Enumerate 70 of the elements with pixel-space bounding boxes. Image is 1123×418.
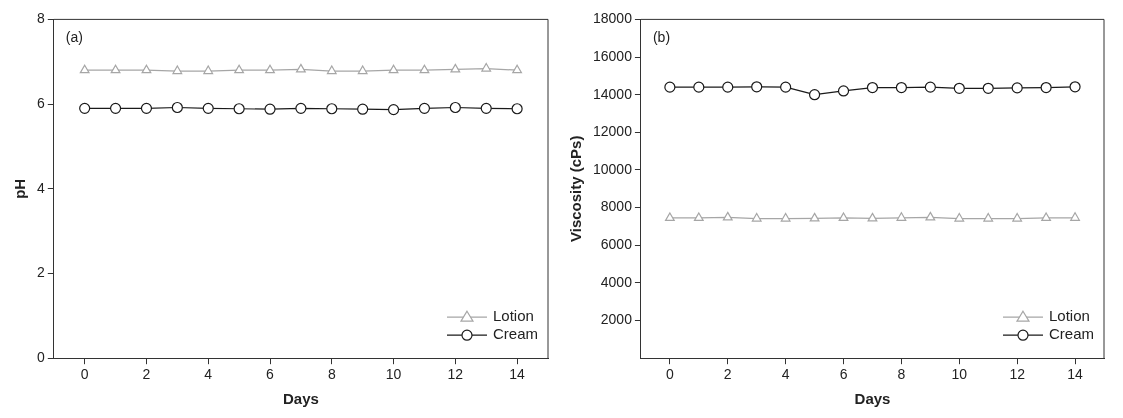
point xyxy=(983,212,994,222)
point xyxy=(664,212,675,222)
point xyxy=(693,81,705,93)
x-tick-label: 4 xyxy=(781,366,790,383)
point xyxy=(838,212,849,222)
x-tick-label: 14 xyxy=(1067,366,1084,383)
point xyxy=(867,212,878,222)
point xyxy=(837,85,850,97)
point xyxy=(722,211,733,221)
y-tick-label: 14000 xyxy=(592,85,633,102)
y-tick-label: 0 xyxy=(36,349,45,366)
point xyxy=(693,212,704,222)
legend-label: Lotion xyxy=(492,307,534,325)
point xyxy=(1011,82,1023,94)
point xyxy=(780,212,791,222)
point xyxy=(954,212,965,222)
x-tick-label: 0 xyxy=(665,366,674,383)
point xyxy=(895,81,908,94)
point xyxy=(664,81,676,93)
point xyxy=(809,212,820,222)
point xyxy=(925,211,936,221)
x-tick-label: 6 xyxy=(266,366,275,383)
point xyxy=(1012,212,1023,222)
y-tick-label: 16000 xyxy=(592,47,633,64)
x-axis-title: Days xyxy=(282,390,319,408)
y-axis-title: Viscosity (cPs) xyxy=(567,135,585,243)
y-tick-label: 4 xyxy=(36,179,45,196)
y-tick-label: 2 xyxy=(36,264,45,281)
y-tick-label: 2000 xyxy=(600,311,633,328)
y-tick-label: 10000 xyxy=(592,160,633,177)
annotation: (b) xyxy=(652,29,671,46)
point xyxy=(924,81,936,93)
annotation: (a) xyxy=(65,29,83,46)
x-tick-label: 8 xyxy=(897,366,906,383)
point xyxy=(751,81,763,93)
point xyxy=(982,82,994,94)
y-tick-label: 6000 xyxy=(600,236,633,253)
y-tick-label: 4000 xyxy=(600,273,633,290)
x-tick-label: 12 xyxy=(447,366,464,383)
point xyxy=(1070,212,1080,221)
x-tick-label: 10 xyxy=(385,366,402,383)
point xyxy=(780,81,792,93)
y-tick-label: 8 xyxy=(36,10,45,27)
point xyxy=(866,81,879,94)
y-tick-label: 8000 xyxy=(600,198,633,215)
point xyxy=(751,212,762,222)
x-tick-label: 10 xyxy=(951,366,968,383)
x-tick-label: 12 xyxy=(1009,366,1026,383)
point xyxy=(808,89,821,101)
y-tick-label: 6 xyxy=(36,94,45,111)
x-tick-label: 8 xyxy=(327,366,336,383)
x-tick-label: 2 xyxy=(723,366,732,383)
point xyxy=(896,212,907,221)
point xyxy=(722,81,734,93)
x-tick-label: 4 xyxy=(204,366,213,383)
point xyxy=(1069,81,1081,93)
x-axis-title: Days xyxy=(854,390,891,408)
legend-label: Lotion xyxy=(1048,307,1090,325)
y-axis-title: pH xyxy=(11,178,29,199)
y-tick-label: 18000 xyxy=(592,10,633,27)
x-tick-label: 2 xyxy=(142,366,151,383)
y-tick-label: 12000 xyxy=(592,123,633,140)
point xyxy=(1040,81,1052,94)
legend-label: Cream xyxy=(492,325,539,343)
legend-label: Cream xyxy=(1048,325,1095,343)
point xyxy=(1041,212,1052,222)
x-tick-label: 14 xyxy=(509,366,526,383)
x-tick-label: 6 xyxy=(839,366,848,383)
point xyxy=(953,82,965,94)
x-tick-label: 0 xyxy=(80,366,89,383)
